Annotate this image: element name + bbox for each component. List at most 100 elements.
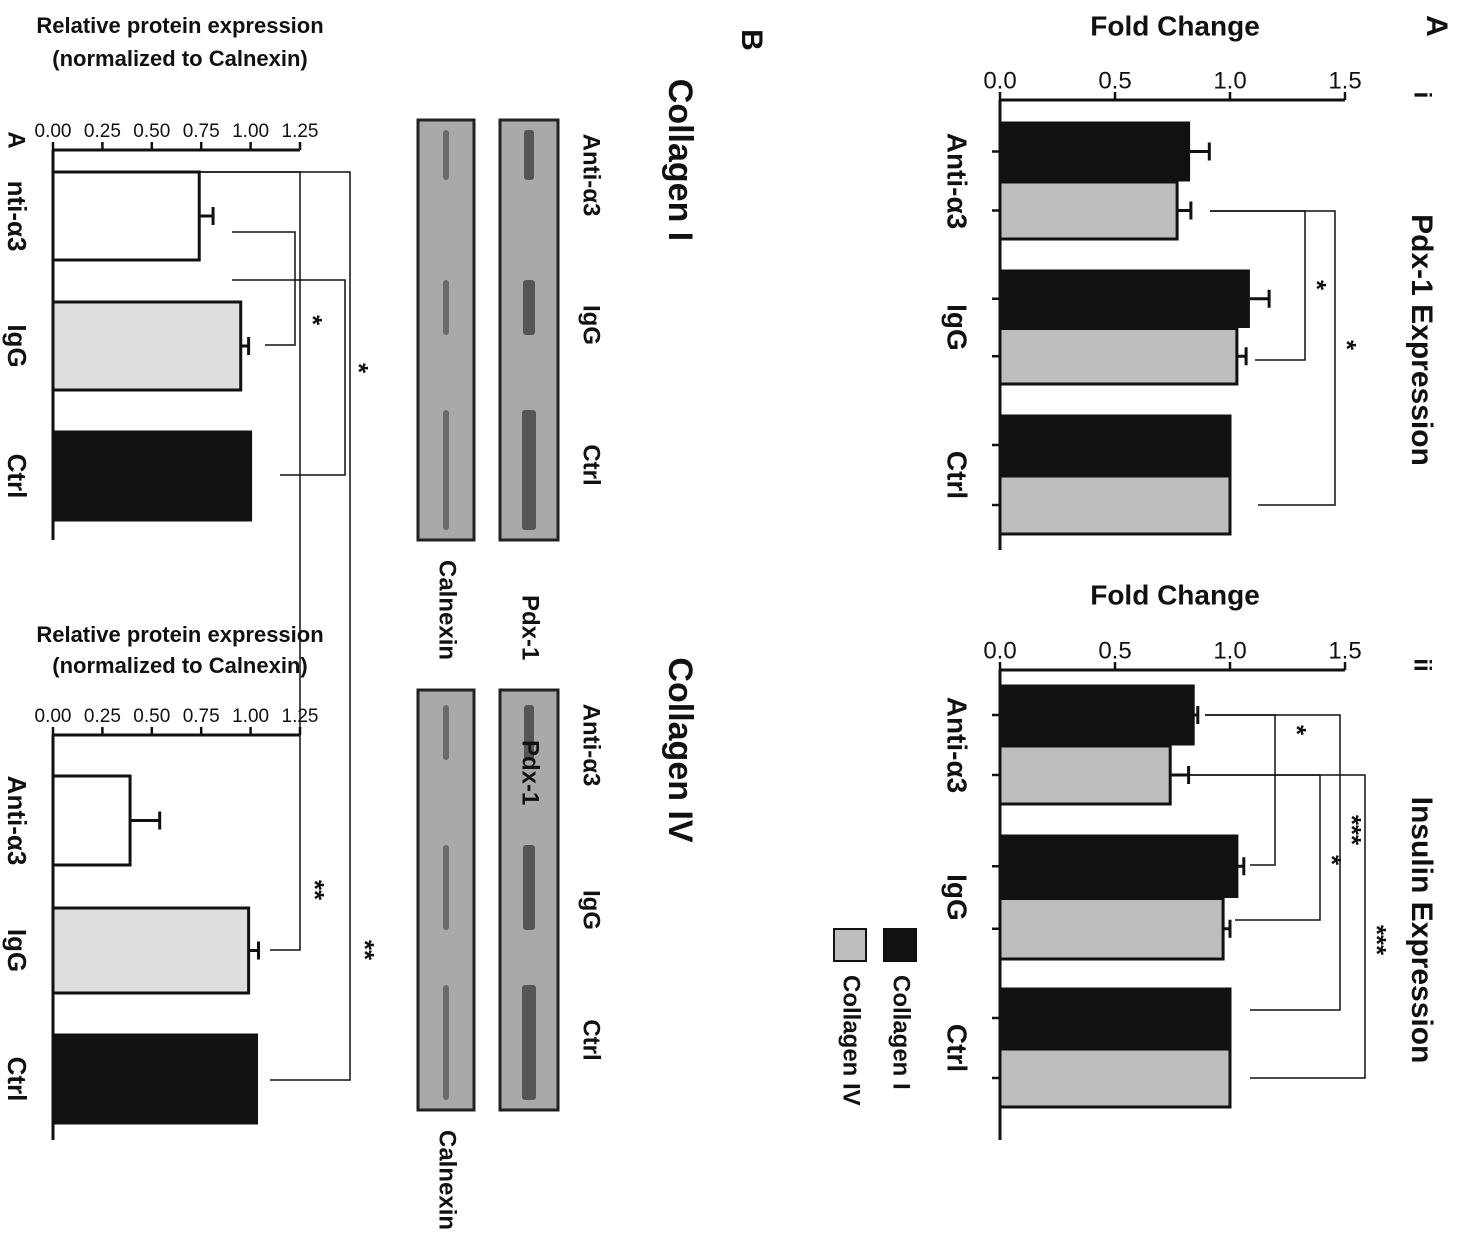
legend-swatch xyxy=(883,928,917,962)
bar xyxy=(51,1033,259,1125)
bar xyxy=(51,774,132,867)
x-tick-label: IgG xyxy=(2,324,32,367)
significance-bracket xyxy=(1205,714,1341,1011)
significance-bracket xyxy=(232,279,346,476)
y-tick-label: 1.5 xyxy=(1328,637,1361,664)
bar xyxy=(51,170,201,262)
panel-label: A xyxy=(1420,15,1453,37)
legend-swatch xyxy=(833,928,867,962)
blot-title: Collagen I xyxy=(661,79,699,241)
panel-label: B xyxy=(735,29,768,51)
blot-band xyxy=(443,130,449,180)
bar xyxy=(998,327,1239,386)
y-tick-label: 0.25 xyxy=(84,121,121,142)
blot-band xyxy=(522,410,536,530)
x-tick-label: Ctrl xyxy=(942,451,973,499)
bar xyxy=(998,269,1250,328)
bar xyxy=(51,430,253,522)
bar xyxy=(51,906,251,995)
panel-label: i xyxy=(1409,92,1436,99)
blot-band xyxy=(524,130,534,180)
lane-label: Ctrl xyxy=(578,444,605,485)
y-tick-label: 0.0 xyxy=(983,637,1016,664)
panel-label: A xyxy=(3,131,30,148)
x-tick-label: IgG xyxy=(942,304,973,351)
y-tick-label: 1.0 xyxy=(1213,637,1246,664)
lane-label: Anti-α3 xyxy=(578,134,605,217)
y-axis-title: Fold Change xyxy=(1090,579,1260,610)
y-tick-label: 0.75 xyxy=(183,706,220,727)
blot-band xyxy=(522,985,536,1100)
blot-band xyxy=(443,410,449,530)
significance-label: * xyxy=(1302,280,1332,291)
chart-title: Pdx-1 Expression xyxy=(1405,214,1438,466)
x-tick-label: Anti-α3 xyxy=(942,697,973,794)
y-tick-label: 1.00 xyxy=(232,121,269,142)
bar xyxy=(998,180,1179,241)
row-label: Calnexin xyxy=(434,1130,461,1230)
significance-label: * xyxy=(298,315,328,326)
x-tick-label: IgG xyxy=(942,874,973,921)
panel-label: ii xyxy=(1409,658,1436,671)
bar xyxy=(51,300,243,392)
bar xyxy=(998,897,1225,961)
x-tick-label: Anti-α3 xyxy=(2,776,32,866)
y-axis-title: Fold Change xyxy=(1090,10,1260,41)
x-tick-label: IgG xyxy=(2,929,32,972)
y-tick-label: 1.0 xyxy=(1213,67,1246,94)
lane-label: IgG xyxy=(578,305,605,345)
bar xyxy=(998,121,1191,182)
blot-band xyxy=(524,705,534,760)
blot-band xyxy=(443,280,449,335)
y-tick-label: 0.5 xyxy=(1098,637,1131,664)
bar xyxy=(998,474,1232,536)
y-axis-title: Relative protein expression xyxy=(36,622,323,647)
x-tick-label: Anti-α3 xyxy=(942,133,973,230)
y-tick-label: 0.25 xyxy=(84,706,121,727)
bar xyxy=(998,414,1232,476)
y-axis-title: Relative protein expression xyxy=(36,13,323,38)
bar xyxy=(998,1047,1232,1109)
y-tick-label: 0.0 xyxy=(983,67,1016,94)
y-tick-label: 0.50 xyxy=(133,121,170,142)
significance-bracket xyxy=(172,171,351,1081)
significance-label: * xyxy=(1332,340,1362,351)
x-tick-label: nti-α3 xyxy=(2,181,32,252)
y-tick-label: 0.00 xyxy=(35,121,72,142)
significance-label: *** xyxy=(1362,925,1392,956)
bar xyxy=(998,744,1172,806)
significance-label: ** xyxy=(350,940,380,961)
blot-title: Collagen IV xyxy=(661,657,699,842)
y-axis-title: (normalized to Calnexin) xyxy=(52,653,307,678)
lane-label: Anti-α3 xyxy=(578,704,605,787)
lane-label: IgG xyxy=(578,890,605,930)
row-label: Calnexin xyxy=(434,560,461,660)
significance-label: *** xyxy=(1337,815,1367,846)
row-label: Pdx-1 xyxy=(517,740,544,805)
significance-label: * xyxy=(344,363,374,374)
blot-band xyxy=(443,985,449,1100)
y-axis-title: (normalized to Calnexin) xyxy=(52,46,307,71)
row-label: Pdx-1 xyxy=(517,595,544,660)
significance-bracket xyxy=(172,171,301,951)
bar xyxy=(998,684,1195,746)
legend-label: Collagen IV xyxy=(838,975,865,1106)
legend-label: Collagen I xyxy=(888,975,915,1090)
y-tick-label: 0.00 xyxy=(35,706,72,727)
lane-label: Ctrl xyxy=(578,1019,605,1060)
bar xyxy=(998,987,1232,1049)
chart-title: Insulin Expression xyxy=(1405,797,1438,1064)
significance-bracket xyxy=(232,231,296,346)
y-tick-label: 1.25 xyxy=(282,121,319,142)
significance-bracket xyxy=(1188,774,1366,1079)
blot-band xyxy=(523,280,535,335)
y-tick-label: 0.5 xyxy=(1098,67,1131,94)
blot-band xyxy=(523,845,535,930)
significance-label: * xyxy=(1317,855,1347,866)
y-tick-label: 0.75 xyxy=(183,121,220,142)
significance-bracket xyxy=(1210,210,1336,506)
x-tick-label: Ctrl xyxy=(942,1024,973,1072)
